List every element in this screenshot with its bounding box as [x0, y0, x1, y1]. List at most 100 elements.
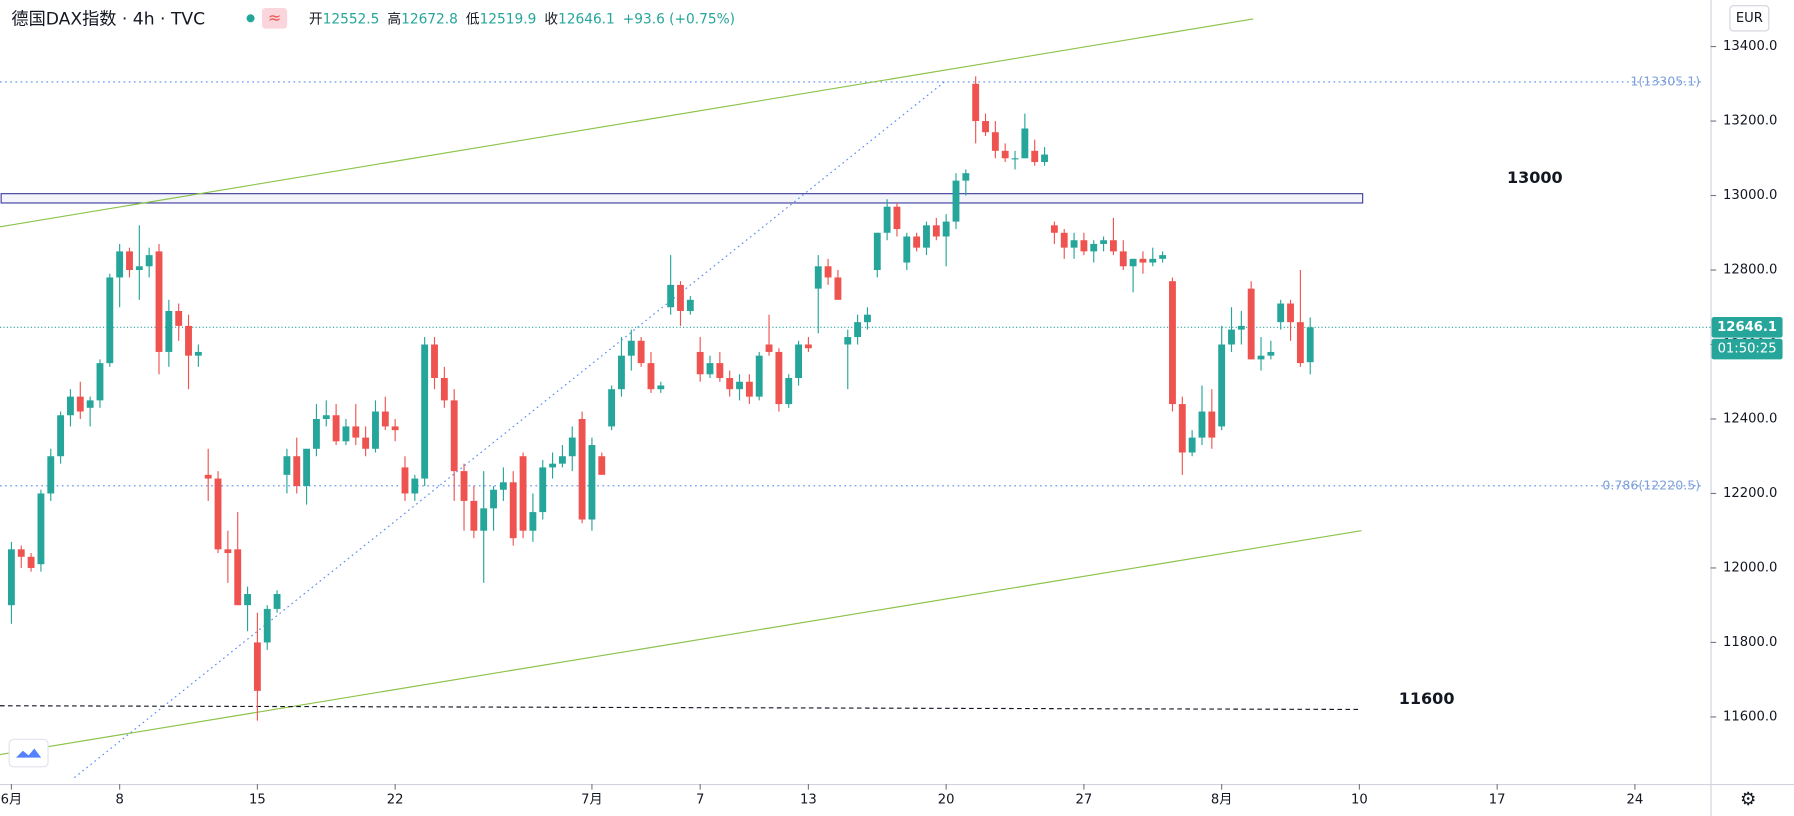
candle-body [706, 363, 714, 375]
candle-body [1041, 154, 1048, 163]
candle-body [873, 232, 881, 271]
candle-body [1149, 258, 1157, 263]
candle-body [283, 456, 291, 475]
candle-body [234, 549, 242, 606]
candle-body [588, 445, 596, 520]
y-tick-label: 12200.0 [1723, 486, 1777, 501]
candle-body [1119, 251, 1127, 267]
fib-label: 1(13305.1) [1630, 73, 1700, 88]
candle-body [381, 411, 389, 427]
x-tick-label: 6月 [1, 792, 23, 807]
y-tick-label: 13400.0 [1723, 39, 1777, 54]
candle-body [982, 121, 989, 133]
candle-body [627, 340, 635, 356]
candle-body [76, 396, 84, 412]
last-price-tag [1711, 317, 1783, 338]
candle-body [686, 299, 694, 311]
candle-body [657, 385, 665, 390]
quote-value: 12519.9 [480, 11, 537, 27]
y-tick-label: 12400.0 [1723, 411, 1777, 426]
annotation: 13000 [1507, 168, 1563, 187]
x-tick-label: 13 [800, 792, 817, 807]
candle-body [972, 83, 980, 122]
symbol: 德国DAX指数 · 4h · TVC [11, 9, 205, 29]
x-tick-label: 24 [1627, 792, 1644, 807]
chart-icon[interactable] [262, 8, 288, 29]
x-tick-label: 15 [249, 792, 266, 807]
candle-body [214, 478, 222, 550]
x-tick-label: 27 [1076, 792, 1093, 807]
candle-body [67, 396, 74, 416]
candle-body [96, 363, 104, 401]
x-tick-label: 17 [1489, 792, 1506, 807]
fib-trend [74, 79, 948, 779]
quote-label: 开 [309, 11, 323, 27]
candle-body [342, 426, 350, 442]
candle-body [440, 378, 448, 401]
candle-body [834, 277, 842, 300]
candle-body [313, 418, 320, 449]
candle-body [480, 508, 488, 531]
candle-body [450, 400, 458, 472]
logo [8, 738, 49, 768]
candle-body [1031, 150, 1039, 163]
candle-body [332, 415, 340, 442]
candle-body [155, 251, 163, 352]
candle-body [1139, 258, 1147, 263]
candle-body [391, 426, 399, 431]
candle-body [1021, 128, 1029, 159]
candle-body [135, 266, 143, 271]
quote-change: +93.6 (+0.75%) [623, 11, 735, 27]
candle-body [263, 608, 271, 643]
candle-body [923, 225, 930, 248]
zone [0, 193, 1364, 204]
x-tick-label: 22 [387, 792, 404, 807]
quote-value: 12646.1 [558, 11, 615, 27]
candle-body [539, 467, 547, 513]
candle-body [303, 448, 311, 487]
candle-body [1306, 327, 1314, 363]
candle-body [637, 340, 645, 364]
candle-body [785, 378, 793, 405]
candle-body [1011, 158, 1019, 160]
candle-body [745, 381, 753, 397]
candle-body [755, 355, 763, 397]
y-tick-label: 11600.0 [1723, 709, 1777, 724]
candle-body [913, 236, 921, 248]
candle-body [362, 437, 370, 449]
candle-body [401, 467, 409, 494]
candle-body [37, 493, 45, 565]
candle-body [1169, 281, 1176, 405]
candle-body [952, 180, 960, 222]
lower-channel [0, 530, 1362, 756]
candle-body [608, 389, 616, 427]
candle-body [726, 378, 734, 390]
candle-body [578, 418, 586, 520]
x-tick-label: 8月 [1211, 792, 1233, 807]
candle-body [736, 381, 743, 390]
candle-body [47, 456, 55, 494]
candle-body [411, 478, 419, 494]
candle-body [352, 426, 360, 438]
candle-body [1247, 288, 1255, 360]
x-tick-label: 7月 [581, 792, 603, 807]
candle-body [667, 284, 675, 308]
settings-icon[interactable]: ⚙ [1740, 789, 1756, 810]
candle-body [1090, 243, 1098, 252]
candle-body [795, 344, 802, 379]
candle-body [647, 363, 655, 390]
candle-body [962, 173, 970, 181]
candle-body [716, 363, 724, 379]
x-tick-label: 10 [1351, 792, 1368, 807]
currency-box[interactable] [1729, 5, 1770, 32]
candle-body [775, 351, 783, 405]
candle-body [814, 266, 822, 289]
y-tick-label: 11800.0 [1723, 635, 1777, 650]
candle-body [431, 344, 438, 379]
candle-body [1237, 325, 1245, 330]
candle-body [1198, 411, 1206, 438]
candle-body [421, 344, 429, 479]
quote-label: 高 [387, 10, 401, 27]
candle-body [165, 310, 173, 352]
legend: 德国DAX指数 · 4h · TVC ≈ 开 12552.5 高 12672.8 低 12… [11, 8, 735, 30]
